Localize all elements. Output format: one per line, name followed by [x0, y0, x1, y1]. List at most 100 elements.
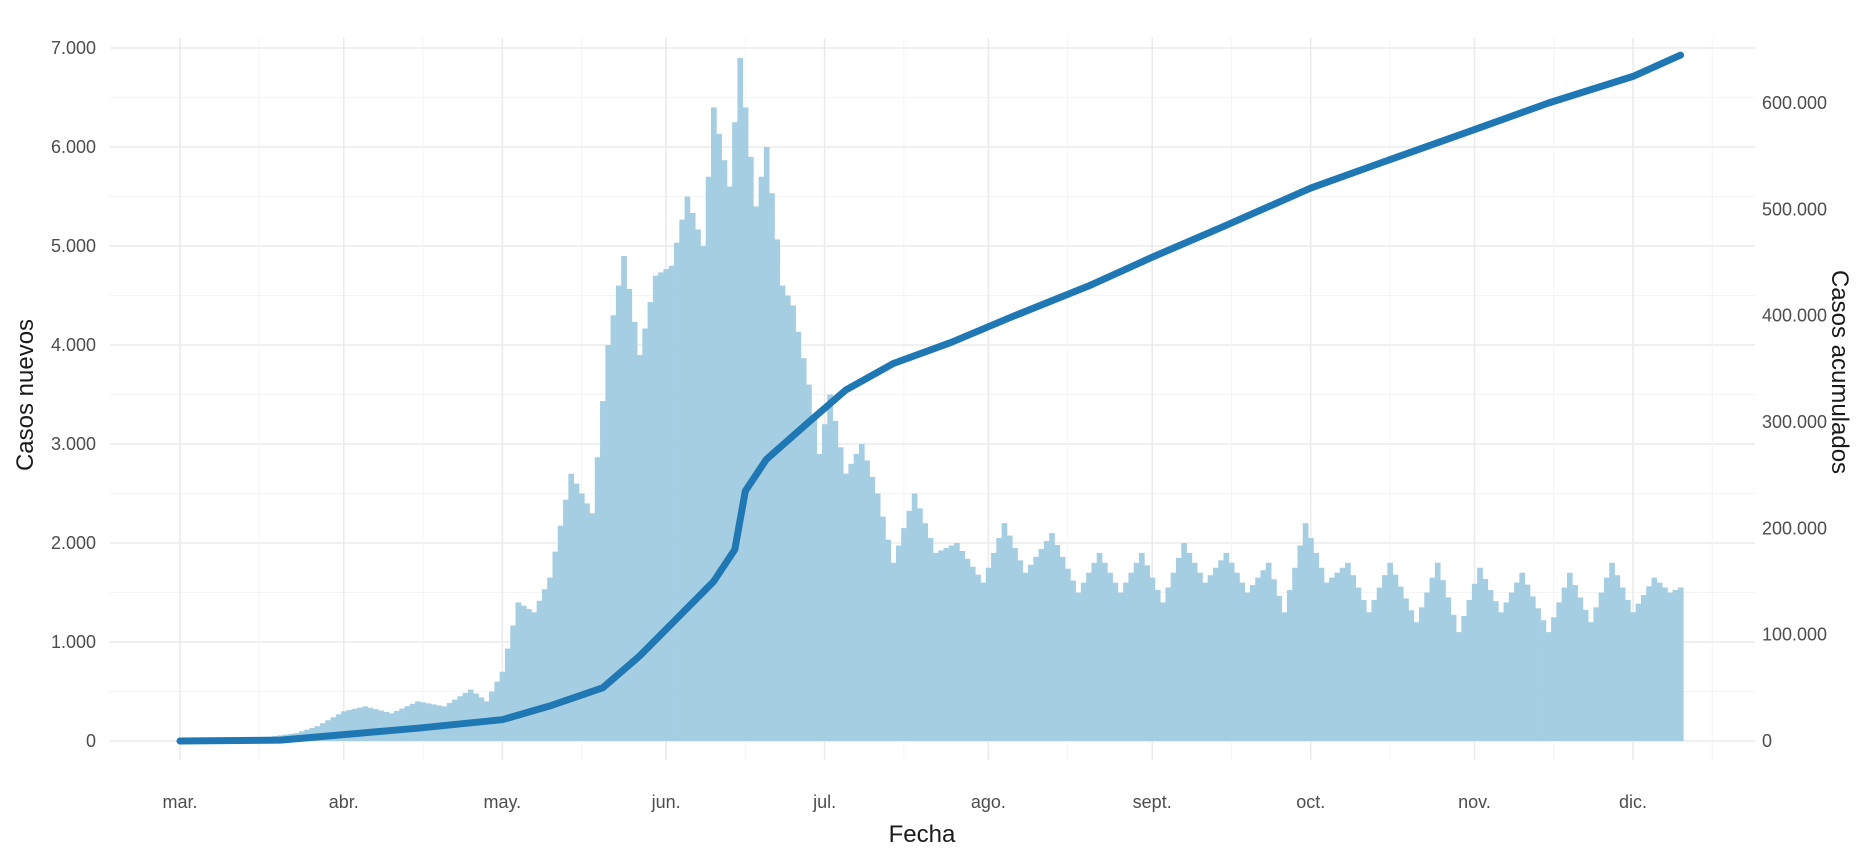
- new-cases-bar: [784, 295, 791, 741]
- new-cases-bar: [1514, 582, 1520, 741]
- new-cases-bar: [816, 453, 823, 741]
- new-cases-bar: [499, 671, 506, 741]
- new-cases-bar: [647, 302, 654, 741]
- new-cases-bar: [1519, 572, 1526, 741]
- new-cases-bar: [420, 702, 427, 741]
- new-cases-bar: [335, 714, 342, 741]
- new-cases-bar: [494, 681, 501, 741]
- new-cases-bar: [1677, 587, 1684, 741]
- new-cases-bar: [1080, 582, 1087, 741]
- new-cases-bar: [1413, 622, 1420, 741]
- new-cases-bar: [1239, 582, 1246, 741]
- left-axis-tick-label: 5.000: [51, 236, 96, 256]
- new-cases-bar: [732, 122, 738, 741]
- new-cases-bar: [1128, 572, 1135, 741]
- left-axis-tick-label: 7.000: [51, 38, 96, 58]
- x-axis-title: Fecha: [889, 821, 956, 848]
- new-cases-bar: [1376, 587, 1383, 741]
- new-cases-bar: [1207, 575, 1214, 741]
- right-axis-tick-label: 200.000: [1762, 518, 1827, 538]
- new-cases-bar: [1540, 620, 1547, 741]
- new-cases-bar: [1582, 609, 1589, 741]
- new-cases-bar: [927, 538, 934, 741]
- new-cases-bar: [695, 229, 701, 741]
- new-cases-bar: [430, 704, 437, 741]
- new-cases-bar: [536, 600, 543, 741]
- new-cases-bar: [1133, 562, 1140, 741]
- new-cases-bar: [858, 444, 865, 741]
- new-cases-bar: [626, 288, 633, 741]
- new-cases-bar: [1667, 592, 1674, 741]
- left-axis-tick-label: 3.000: [51, 434, 96, 454]
- new-cases-bar: [1228, 562, 1235, 741]
- new-cases-bar: [1408, 610, 1415, 741]
- new-cases-bar: [1662, 587, 1668, 741]
- new-cases-bar: [341, 711, 347, 741]
- new-cases-bar: [393, 710, 400, 741]
- new-cases-bar: [864, 460, 870, 741]
- new-cases-bar: [1265, 562, 1272, 741]
- new-cases-bar: [726, 186, 733, 742]
- new-cases-bar: [1191, 562, 1198, 741]
- new-cases-bar: [1387, 562, 1393, 741]
- new-cases-bar: [1281, 612, 1288, 741]
- new-cases-bar: [1038, 548, 1045, 741]
- new-cases-bar: [1075, 592, 1082, 741]
- new-cases-bar: [1160, 602, 1166, 741]
- new-cases-bar: [1054, 544, 1061, 741]
- new-cases-bar: [1503, 602, 1510, 741]
- new-cases-bar: [589, 513, 596, 741]
- new-cases-bar: [742, 107, 749, 741]
- new-cases-bar: [415, 701, 421, 741]
- new-cases-bar: [1308, 538, 1314, 741]
- new-cases-bar: [1107, 572, 1113, 741]
- new-cases-bar: [1397, 586, 1404, 741]
- new-cases-bar: [1350, 575, 1357, 741]
- new-cases-bar: [1593, 607, 1600, 741]
- new-cases-bar: [1355, 587, 1362, 741]
- new-cases-bar: [1603, 577, 1610, 741]
- new-cases-bar: [1440, 580, 1446, 741]
- new-cases-bar: [874, 493, 881, 741]
- new-cases-bar: [1656, 582, 1663, 741]
- new-cases-bar: [869, 477, 876, 741]
- new-cases-bar: [1059, 556, 1066, 741]
- cumulative-cases-line-path: [176, 51, 1685, 745]
- new-cases-bar: [1218, 560, 1224, 741]
- right-axis-tick-labels: 0 100.000 200.000 300.000 400.000 500.000 600.…: [1762, 93, 1827, 751]
- new-cases-bar: [774, 239, 781, 741]
- new-cases-bar: [1175, 557, 1182, 741]
- right-axis-tick-label: 0: [1762, 731, 1772, 751]
- new-cases-bar: [1630, 612, 1637, 741]
- new-cases-bar: [1101, 562, 1108, 741]
- left-axis-title: Casos nuevos: [12, 319, 39, 471]
- new-cases-bar: [1445, 597, 1452, 741]
- new-cases-bar: [1123, 582, 1129, 741]
- new-cases-bar: [573, 483, 580, 741]
- new-cases-bar: [1614, 575, 1621, 741]
- new-cases-bar: [425, 703, 432, 741]
- new-cases-bar: [568, 473, 575, 741]
- new-cases-bar: [1366, 612, 1372, 741]
- left-axis-tick-labels: 0 1.000 2.000 3.000 4.000 5.000 6.000 7.000: [51, 38, 96, 751]
- new-cases-bar: [467, 689, 474, 741]
- right-axis-tick-label: 300.000: [1762, 412, 1827, 432]
- new-cases-bar: [1144, 565, 1150, 741]
- left-axis-tick-label: 0: [86, 731, 96, 751]
- new-cases-bar: [1598, 592, 1605, 741]
- new-cases-bar: [1551, 617, 1557, 741]
- new-cases-bar: [1212, 567, 1219, 741]
- new-cases-bar: [721, 160, 728, 741]
- new-cases-bar: [637, 354, 643, 741]
- right-axis-tick-label: 500.000: [1762, 199, 1827, 219]
- new-cases-bar: [1117, 592, 1124, 741]
- new-cases-bar: [658, 272, 664, 741]
- new-cases-bar: [520, 605, 527, 741]
- new-cases-bar: [800, 358, 807, 741]
- new-cases-bar: [1318, 567, 1325, 741]
- new-cases-bar: [1556, 602, 1563, 741]
- new-cases-bar: [1234, 572, 1240, 741]
- new-cases-bar: [578, 493, 585, 741]
- new-cases-bar: [837, 447, 844, 741]
